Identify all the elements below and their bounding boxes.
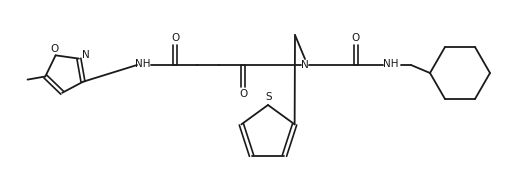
Text: N: N bbox=[82, 50, 90, 60]
Text: O: O bbox=[50, 44, 59, 54]
Text: N: N bbox=[301, 60, 309, 70]
Text: O: O bbox=[239, 89, 247, 99]
Text: O: O bbox=[352, 33, 360, 43]
Text: S: S bbox=[266, 92, 272, 102]
Text: NH: NH bbox=[383, 59, 399, 69]
Text: O: O bbox=[171, 33, 179, 43]
Text: NH: NH bbox=[135, 59, 151, 69]
